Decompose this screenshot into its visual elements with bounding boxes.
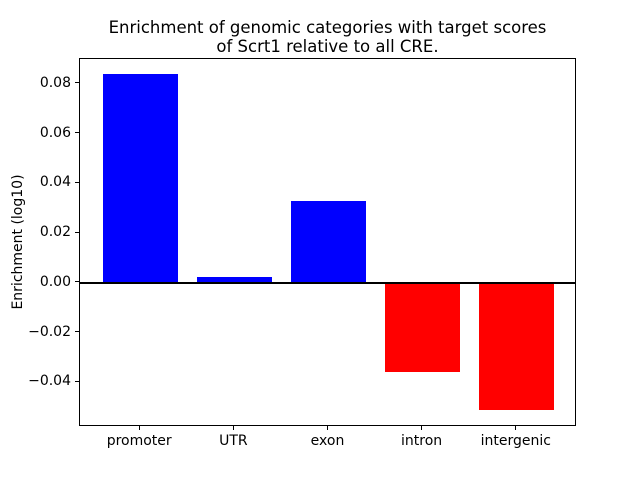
x-tick-mark [138,426,140,430]
bar-promoter [102,73,178,283]
y-tick-mark [75,132,79,134]
y-tick-label: −0.02 [28,323,71,340]
chart-title: Enrichment of genomic categories with ta… [79,18,576,56]
x-tick-mark [421,426,423,430]
y-tick-label: −0.04 [28,373,71,390]
y-tick-label: 0.08 [39,74,71,91]
x-tick-label-UTR: UTR [219,433,248,449]
zero-line [80,281,575,284]
x-tick-label-promoter: promoter [106,433,172,449]
plot-area [79,58,576,426]
y-tick-mark [75,281,79,283]
x-tick-mark [327,426,328,430]
y-tick-label: 0.04 [39,174,71,191]
x-tick-label-intergenic: intergenic [480,433,551,449]
chart-title-line2: of Scrt1 relative to all CRE. [216,36,439,56]
x-tick-mark [515,426,517,430]
y-tick-mark [75,380,79,382]
y-tick-label: 0.00 [39,273,71,290]
y-tick-label: 0.02 [39,224,71,241]
y-tick-mark [75,82,79,84]
y-tick-label: 0.06 [39,124,71,141]
y-tick-mark [75,331,79,332]
bar-intron [385,282,461,373]
x-tick-mark [232,426,234,430]
bar-intergenic [479,282,555,410]
y-tick-mark [75,181,79,183]
x-tick-label-exon: exon [310,433,345,449]
chart-title-line1: Enrichment of genomic categories with ta… [108,18,547,37]
y-tick-mark [75,231,79,233]
bar-UTR [196,276,272,283]
bar-exon [290,200,367,283]
x-tick-label-intron: intron [401,433,443,449]
